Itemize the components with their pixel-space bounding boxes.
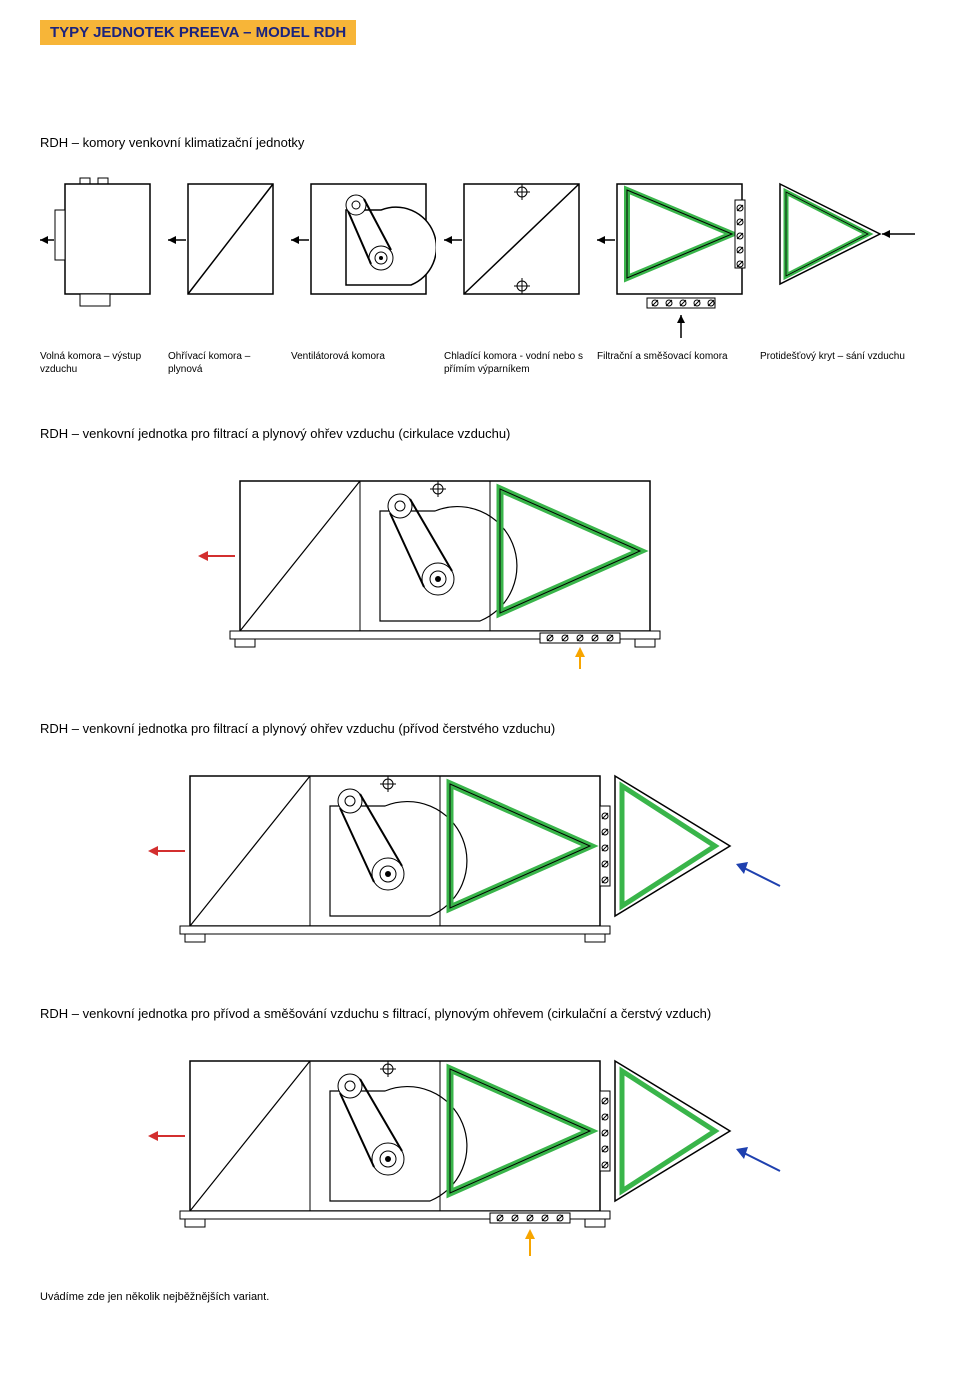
- section3-heading: RDH – venkovní jednotka pro filtrací a p…: [40, 721, 920, 736]
- module-empty-chamber: [40, 170, 160, 320]
- page-title: TYPY JEDNOTEK PREEVA – MODEL RDH: [40, 20, 356, 45]
- section1-diagrams: [40, 170, 920, 340]
- section4-heading: RDH – venkovní jednotka pro přívod a smě…: [40, 1006, 920, 1021]
- module-cooling-chamber: [444, 170, 589, 320]
- section4-diagram: [40, 1041, 920, 1261]
- label-module-5: Filtrační a směšovací komora: [597, 350, 752, 376]
- module-heating-chamber: [168, 170, 283, 320]
- module-fan-chamber: [291, 170, 436, 320]
- section1-labels-row: Volná komora – výstup vzduchu Ohřívací k…: [40, 350, 920, 376]
- section2-heading: RDH – venkovní jednotka pro filtrací a p…: [40, 426, 920, 441]
- footnote: Uvádíme zde jen několik nejběžnějších va…: [40, 1291, 920, 1303]
- module-rain-hood: [760, 170, 920, 320]
- label-module-1: Volná komora – výstup vzduchu: [40, 350, 160, 376]
- section1-heading: RDH – komory venkovní klimatizační jedno…: [40, 135, 920, 150]
- label-module-6: Protidešťový kryt – sání vzduchu: [760, 350, 920, 376]
- label-module-4: Chladící komora - vodní nebo s přímím vý…: [444, 350, 589, 376]
- module-filter-chamber: [597, 170, 752, 340]
- section3-diagram: [40, 756, 920, 956]
- label-module-2: Ohřívací komora – plynová: [168, 350, 283, 376]
- label-module-3: Ventilátorová komora: [291, 350, 436, 376]
- section2-diagram: [40, 461, 920, 671]
